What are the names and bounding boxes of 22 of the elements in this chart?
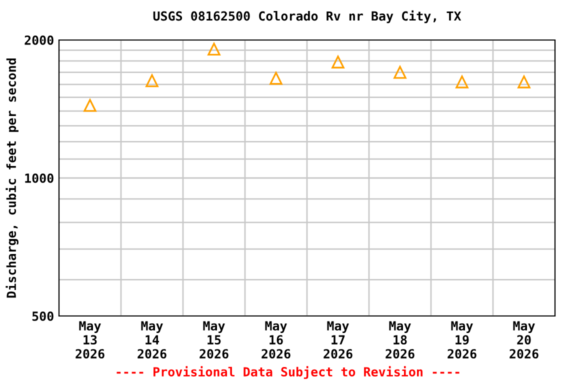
point [84,99,96,112]
x-tick-label: May 15 2026 [200,321,228,359]
point [456,76,468,88]
chart-title: USGS 08162500 Colorado Rv nr Bay City, TX [153,10,462,24]
point [518,76,530,88]
y-tick-label: 2000 [24,35,54,45]
text: ---- Provisional Data Subject to Revision ---- [116,366,460,379]
point [394,66,406,79]
x-tick-label: May 14 2026 [138,321,166,359]
point [270,72,282,85]
y-axis-title: Discharge, cubic feet per second [6,58,18,298]
point [146,74,158,88]
x-tick-label: May 20 2026 [510,321,538,359]
y-tick-label: 1000 [25,173,54,183]
y-tick-label: 500 [32,311,54,321]
x-tick-label: May 17 2026 [324,321,352,359]
x-tick-label: May 18 2026 [386,321,414,359]
point [208,42,220,56]
point [332,56,344,68]
x-tick-label: May 16 2026 [262,321,290,359]
x-tick-label: May 19 2026 [448,321,476,359]
x-tick-label: May 13 2026 [76,321,104,359]
